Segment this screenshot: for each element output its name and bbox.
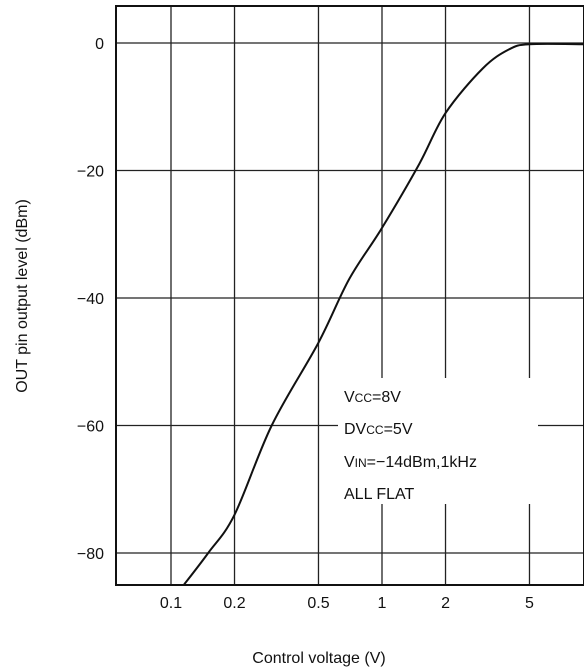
y-tick-label: −60 — [77, 419, 104, 436]
y-axis-label: OUT pin output level (dBm) — [14, 199, 31, 393]
annotation-line: DVCC=5V — [344, 421, 413, 438]
x-tick-label: 0.5 — [307, 595, 329, 612]
x-tick-label: 2 — [441, 595, 450, 612]
y-tick-label: 0 — [95, 36, 104, 53]
x-axis-ticks: 0.1 0.2 0.5 1 2 5 — [160, 595, 534, 612]
annotation-block: VCC=8V DVCC=5V VIN=−14dBm,1kHz ALL FLAT — [338, 378, 538, 504]
x-tick-label: 1 — [378, 595, 387, 612]
x-tick-label: 5 — [525, 595, 534, 612]
x-tick-label: 0.2 — [223, 595, 245, 612]
annotation-line: ALL FLAT — [344, 486, 414, 503]
y-tick-label: −20 — [77, 164, 104, 181]
series-line — [183, 42, 584, 586]
x-tick-label: 0.1 — [160, 595, 182, 612]
x-axis-label: Control voltage (V) — [252, 650, 385, 667]
annotation-line: VCC=8V — [344, 389, 401, 406]
y-tick-label: −80 — [77, 546, 104, 563]
curve-layer — [183, 42, 584, 586]
plot-frame — [115, 5, 584, 586]
y-tick-label: −40 — [77, 291, 104, 308]
annotation-background — [338, 378, 538, 504]
y-axis-ticks: 0 −20 −40 −60 −80 — [77, 36, 104, 563]
annotation-line: VIN=−14dBm,1kHz — [344, 454, 477, 471]
